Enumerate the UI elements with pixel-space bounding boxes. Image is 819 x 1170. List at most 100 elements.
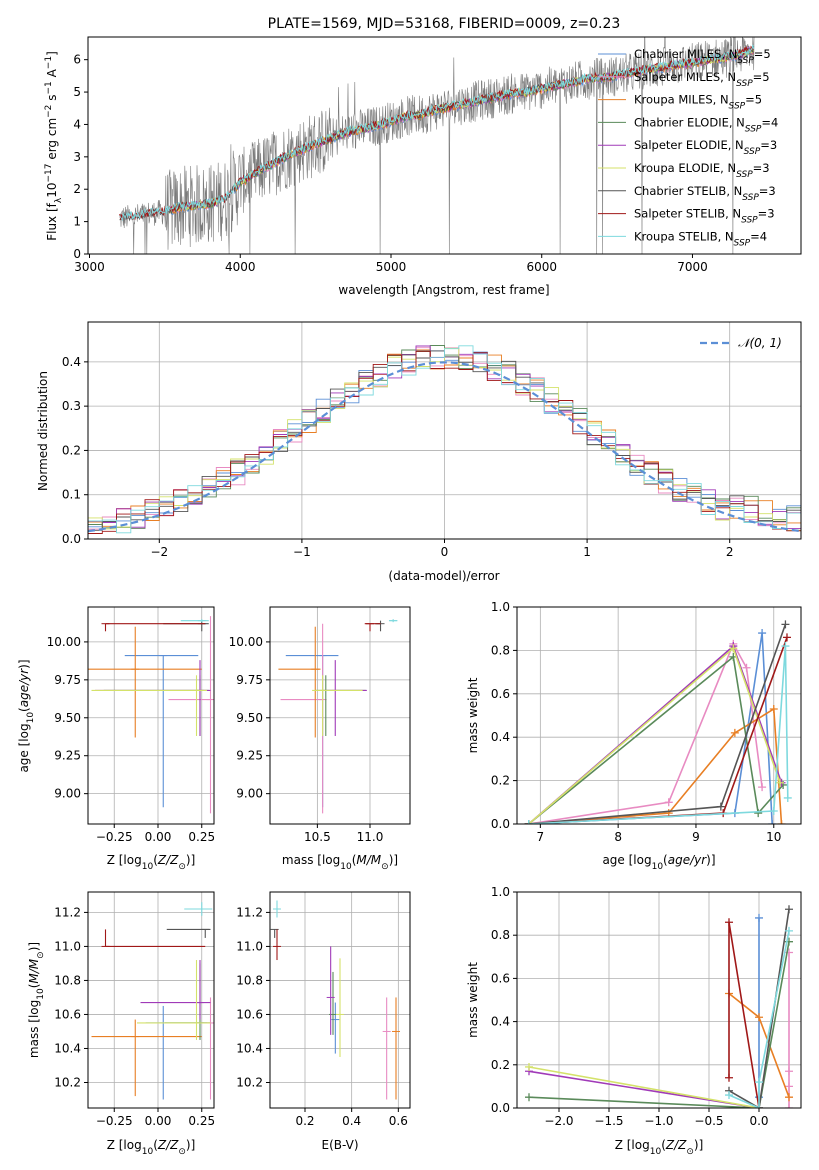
axes-frame: [516, 606, 802, 825]
x-tick-label: 1: [583, 545, 591, 559]
x-tick-label: 2: [726, 545, 734, 559]
axes-frame: [87, 606, 215, 825]
series-line: [528, 1066, 760, 1108]
plot-area: [270, 607, 410, 824]
series-marker: [758, 629, 767, 638]
y-tick-label: 10.2: [54, 1075, 81, 1089]
z-weight-panel: −2.0 −1.5 −1.0 −0.5 0.0 0.0 0.2 0.4 0.6 0.8 1.0 Z […: [466, 885, 802, 1157]
series-line: [528, 642, 763, 824]
y-tick-label: 9.25: [54, 749, 81, 763]
y-tick-label: 4: [73, 117, 81, 131]
y-tick-label: 0.0: [491, 1101, 510, 1115]
y-tick-label: 10.00: [229, 635, 263, 649]
axes-frame: [87, 891, 215, 1109]
legend-entry: Chabrier STELIB, NSSP=3: [634, 184, 776, 203]
x-tick-label: 0.0: [749, 1114, 768, 1128]
histogram-salpeter-stelib: [88, 350, 801, 534]
model-kroupa-stelib: [119, 44, 755, 222]
x-tick-label: 0.00: [145, 1114, 172, 1128]
x-tick-label: 6000: [526, 260, 557, 274]
y-tick-label: 0.2: [491, 774, 510, 788]
series-marker: [754, 809, 763, 818]
x-tick-label: 3000: [74, 260, 105, 274]
y-tick-label: 0.4: [491, 1015, 510, 1029]
series-marker: [742, 663, 751, 672]
histogram-kroupa-miles: [88, 349, 801, 527]
plot-area: [517, 892, 801, 1108]
plot-area: [88, 607, 214, 824]
x-tick-label: −1.5: [594, 1114, 623, 1128]
y-tick-label: 0: [73, 247, 81, 261]
mass-age-panel: 10.5 11.0 9.00 9.25 9.50 9.75 10.00 mass [log10…: [229, 606, 411, 872]
axes-frame: [87, 321, 802, 540]
series-marker: [716, 802, 725, 811]
y-tick-label: 0.6: [491, 971, 510, 985]
series-marker: [781, 620, 790, 629]
series-marker: [781, 642, 790, 651]
y-tick-label: 0.4: [62, 355, 81, 369]
series-line: [728, 909, 790, 1108]
z-mass-panel: −0.25 0.00 0.25 10.2 10.4 10.6 10.8 11.0 11.2 Z […: [27, 891, 215, 1157]
legend-entry: Salpeter STELIB, NSSP=3: [634, 207, 775, 226]
legend-entry: Kroupa MILES, NSSP=5: [634, 93, 762, 112]
plot-area: [88, 322, 801, 539]
y-tick-label: 9.75: [236, 673, 263, 687]
y-tick-label: 10.2: [236, 1075, 263, 1089]
x-tick-label: 0: [441, 545, 449, 559]
x-tick-label: −0.25: [96, 830, 133, 844]
x-tick-label: 7000: [677, 260, 708, 274]
y-tick-label: 10.4: [54, 1041, 81, 1055]
x-tick-label: 10.5: [304, 830, 331, 844]
series-marker: [785, 926, 793, 935]
x-axis-label: E(B-V): [321, 1138, 358, 1152]
x-axis-label: (data-model)/error: [388, 569, 499, 583]
series-marker: [769, 806, 778, 815]
series-marker: [782, 633, 791, 642]
y-tick-label: 11.0: [236, 939, 263, 953]
x-tick-label: −2.0: [544, 1114, 573, 1128]
series-line: [728, 930, 790, 1108]
axes-frame: [269, 606, 411, 825]
series-marker: [525, 1093, 533, 1102]
y-tick-label: 9.75: [54, 673, 81, 687]
y-tick-label: 0.2: [491, 1058, 510, 1072]
ebv-mass-panel: 0.2 0.4 0.6 10.2 10.4 10.6 10.8 11.0 11.2 E(B-V): [236, 891, 411, 1152]
series-marker: [785, 1093, 793, 1102]
series-marker: [664, 798, 673, 807]
axes-frame: [516, 891, 802, 1109]
histogram-kroupa-stelib: [88, 345, 801, 534]
y-tick-label: 0.6: [491, 687, 510, 701]
y-tick-label: 9.25: [236, 749, 263, 763]
x-tick-label: 8: [614, 830, 622, 844]
series-marker: [755, 1104, 763, 1108]
x-tick-label: 10: [766, 830, 781, 844]
legend-entry: Kroupa ELODIE, NSSP=3: [634, 161, 770, 180]
series-marker: [755, 913, 763, 922]
histogram-chabrier-elodie: [88, 345, 801, 529]
series-marker: [755, 1078, 763, 1087]
legend-entry: 𝒩(0, 1): [738, 336, 782, 350]
chart-title: PLATE=1569, MJD=53168, FIBERID=0009, z=0…: [268, 16, 621, 32]
y-tick-label: 0.0: [62, 532, 81, 546]
series-marker: [758, 783, 767, 792]
axes-frame: [269, 891, 411, 1109]
x-tick-label: 4000: [225, 260, 256, 274]
y-tick-label: 11.2: [54, 905, 81, 919]
axes-frame: [87, 36, 802, 255]
series-line: [528, 646, 789, 824]
x-tick-label: 0.25: [188, 1114, 215, 1128]
normal-curve: [88, 361, 801, 533]
spectrum-panel: 3000 4000 5000 6000 7000 0 1 2 3 4 5 6 PLATE=1569, M…: [44, 16, 802, 297]
x-axis-label: Z [log10(Z/Z⊙)]: [107, 1138, 196, 1157]
series-marker: [785, 905, 793, 914]
x-tick-label: 5000: [376, 260, 407, 274]
legend-entry: Salpeter ELODIE, NSSP=3: [634, 138, 777, 157]
residual-panel: −2 −1 0 1 2 0.0 0.1 0.2 0.3 0.4 𝒩(0, 1) (data-model…: [36, 321, 802, 583]
series-marker: [785, 1067, 793, 1076]
series-line: [528, 632, 773, 824]
series-line: [528, 624, 787, 824]
y-tick-label: 10.8: [236, 973, 263, 987]
series-marker: [729, 644, 738, 653]
x-axis-label: mass [log10(M/M⊙)]: [282, 853, 398, 872]
series-line: [528, 646, 781, 824]
